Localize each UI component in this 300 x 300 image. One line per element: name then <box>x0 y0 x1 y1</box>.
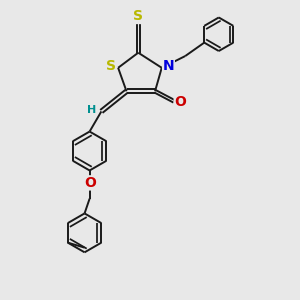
Text: S: S <box>133 10 143 23</box>
Text: H: H <box>87 105 97 115</box>
Text: O: O <box>174 95 186 109</box>
Text: N: N <box>163 59 174 73</box>
Text: S: S <box>106 59 116 73</box>
Text: O: O <box>84 176 96 190</box>
